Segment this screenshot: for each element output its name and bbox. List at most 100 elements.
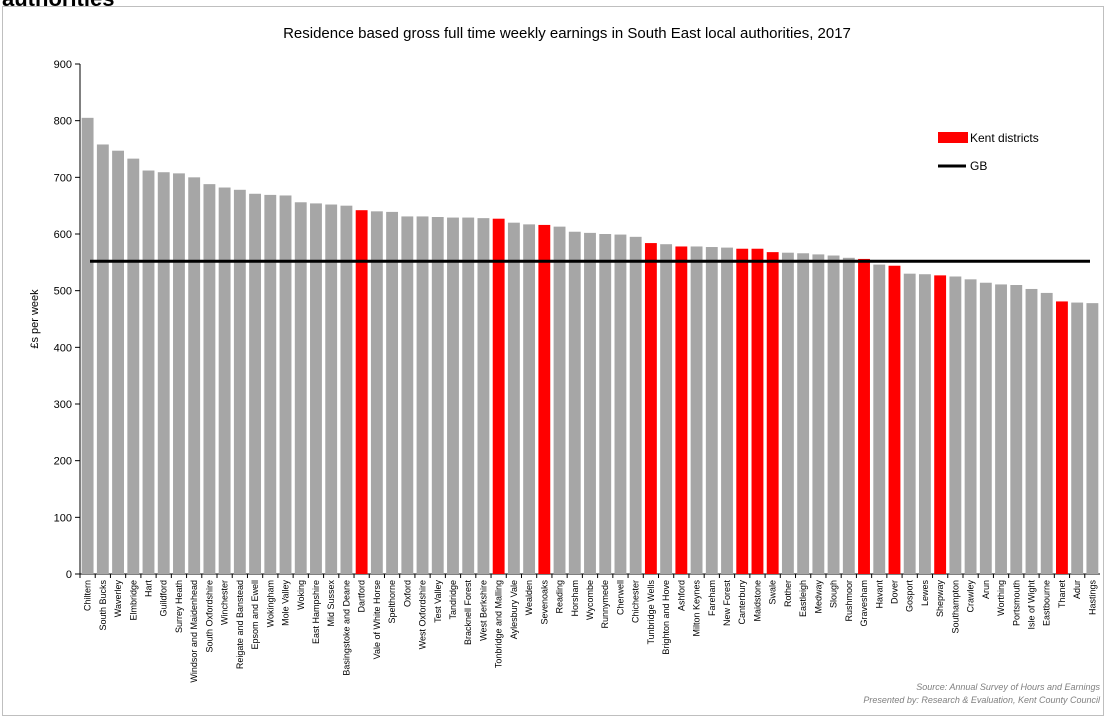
bar-west-berkshire <box>477 218 490 574</box>
x-tick-label: Basingstoke and Deane <box>341 580 351 676</box>
bar-test-valley <box>431 217 444 574</box>
bar-bracknell-forest <box>462 217 475 574</box>
bar-runnymede <box>599 234 612 574</box>
x-tick-label: Test Valley <box>433 580 443 623</box>
x-tick-label: East Hampshire <box>311 580 321 644</box>
bar-sevenoaks <box>538 224 551 574</box>
bar-crawley <box>964 279 977 574</box>
x-tick-label: Wokingham <box>265 580 275 627</box>
bar-dartford <box>355 210 368 574</box>
x-tick-label: Wycombe <box>585 580 595 620</box>
bar-medway <box>812 254 825 574</box>
header-text: authorities <box>2 0 114 12</box>
bar-aylesbury-vale <box>507 222 520 575</box>
x-tick-label: Chichester <box>631 580 641 623</box>
bar-horsham <box>568 231 581 575</box>
x-tick-label: Canterbury <box>737 580 747 625</box>
bar-winchester <box>218 187 231 574</box>
bar-mole-valley <box>279 195 292 574</box>
bar-wealden <box>523 224 536 574</box>
x-tick-label: Medway <box>813 580 823 614</box>
bar-dover <box>888 265 901 574</box>
x-tick-label: Milton Keynes <box>692 580 702 637</box>
bar-canterbury <box>736 248 749 575</box>
bar-hart <box>142 170 155 574</box>
y-tick-label: 300 <box>54 399 72 411</box>
bar-maidstone <box>751 248 764 575</box>
x-tick-label: Brighton and Hove <box>661 580 671 655</box>
x-tick-label: Runnymede <box>600 580 610 629</box>
bar-oxford <box>401 216 414 574</box>
bar-tunbridge-wells <box>644 243 657 574</box>
bar-portsmouth <box>1010 285 1023 574</box>
x-tick-label: Waverley <box>113 580 123 618</box>
x-tick-label: Vale of White Horse <box>372 580 382 659</box>
bar-gosport <box>903 273 916 574</box>
bar-tonbridge-and-malling <box>492 218 505 574</box>
bar-lewes <box>918 274 931 574</box>
y-axis-label: £s per week <box>29 289 41 349</box>
legend-label-gb: GB <box>970 159 987 173</box>
x-tick-label: Oxford <box>402 580 412 607</box>
x-tick-label: Havant <box>874 580 884 609</box>
x-tick-label: Worthing <box>996 580 1006 616</box>
x-tick-label: Wealden <box>524 580 534 615</box>
x-tick-label: Tonbridge and Malling <box>494 580 504 668</box>
y-tick-label: 800 <box>54 116 72 128</box>
x-tick-label: West Oxfordshire <box>418 580 428 649</box>
legend-swatch-kent <box>938 132 968 143</box>
y-tick-label: 400 <box>54 342 72 354</box>
x-tick-label: Southampton <box>950 580 960 634</box>
x-tick-label: Windsor and Maidenhead <box>189 580 199 683</box>
y-tick-label: 900 <box>54 59 72 71</box>
x-tick-label: Elmbridge <box>128 580 138 621</box>
bar-guildford <box>157 172 170 575</box>
bar-wycombe <box>584 232 596 574</box>
bar-reading <box>553 226 566 574</box>
x-tick-label: Mole Valley <box>281 580 291 626</box>
bar-gravesham <box>858 258 870 574</box>
x-tick-label: Sevenoaks <box>539 580 549 625</box>
x-tick-label: West Berkshire <box>478 580 488 641</box>
bar-wokingham <box>264 194 277 574</box>
bar-eastleigh <box>797 253 810 574</box>
x-tick-label: Winchester <box>220 580 230 625</box>
bar-slough <box>827 255 840 574</box>
bar-swale <box>766 252 779 574</box>
x-tick-label: Slough <box>829 580 839 608</box>
x-tick-label: Cherwell <box>615 580 625 615</box>
bar-woking <box>294 202 307 574</box>
x-tick-label: Arun <box>981 580 991 599</box>
x-tick-label: Surrey Heath <box>174 580 184 633</box>
bar-shepway <box>934 275 947 574</box>
x-tick-label: Ashford <box>676 580 686 611</box>
source-line-1: Source: Annual Survey of Hours and Earni… <box>916 682 1100 692</box>
bar-new-forest <box>721 247 733 574</box>
x-tick-label: South Bucks <box>98 580 108 631</box>
x-tick-label: Gravesham <box>859 580 869 627</box>
y-tick-label: 700 <box>54 172 72 184</box>
bar-spelthorne <box>386 211 399 574</box>
bar-south-bucks <box>96 144 109 574</box>
x-tick-label: Woking <box>296 580 306 610</box>
bar-windsor-and-maidenhead <box>188 177 201 574</box>
bar-milton-keynes <box>690 246 703 574</box>
x-tick-label: South Oxfordshire <box>204 580 214 653</box>
bar-fareham <box>705 247 718 574</box>
x-tick-label: Reading <box>555 580 565 614</box>
y-tick-label: 200 <box>54 456 72 468</box>
bar-cherwell <box>614 234 627 574</box>
bar-worthing <box>995 284 1007 574</box>
x-tick-label: Dartford <box>357 580 367 613</box>
bar-isle-of-wight <box>1025 288 1038 574</box>
x-tick-label: Dover <box>889 580 899 604</box>
x-tick-label: Spelthorne <box>387 580 397 624</box>
legend-label-kent: Kent districts <box>970 131 1039 145</box>
x-tick-label: Crawley <box>966 580 976 613</box>
x-tick-label: Portsmouth <box>1011 580 1021 626</box>
x-tick-label: Rother <box>783 580 793 607</box>
legend: Kent districts GB <box>938 131 1039 173</box>
x-tick-label: Rushmoor <box>844 580 854 622</box>
x-tick-label: Bracknell Forest <box>463 580 473 646</box>
